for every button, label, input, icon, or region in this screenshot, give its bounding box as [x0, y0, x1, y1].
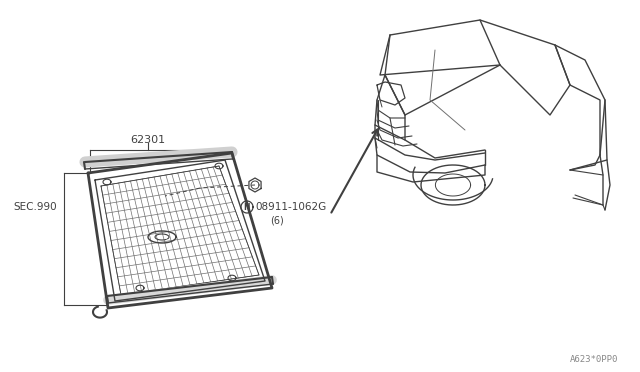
Text: SEC.990: SEC.990 — [13, 202, 56, 212]
Text: N: N — [244, 202, 250, 212]
Text: 62301: 62301 — [131, 135, 166, 145]
Text: A623*0PP0: A623*0PP0 — [570, 355, 618, 364]
Text: (6): (6) — [270, 215, 284, 225]
Text: 08911-1062G: 08911-1062G — [255, 202, 326, 212]
